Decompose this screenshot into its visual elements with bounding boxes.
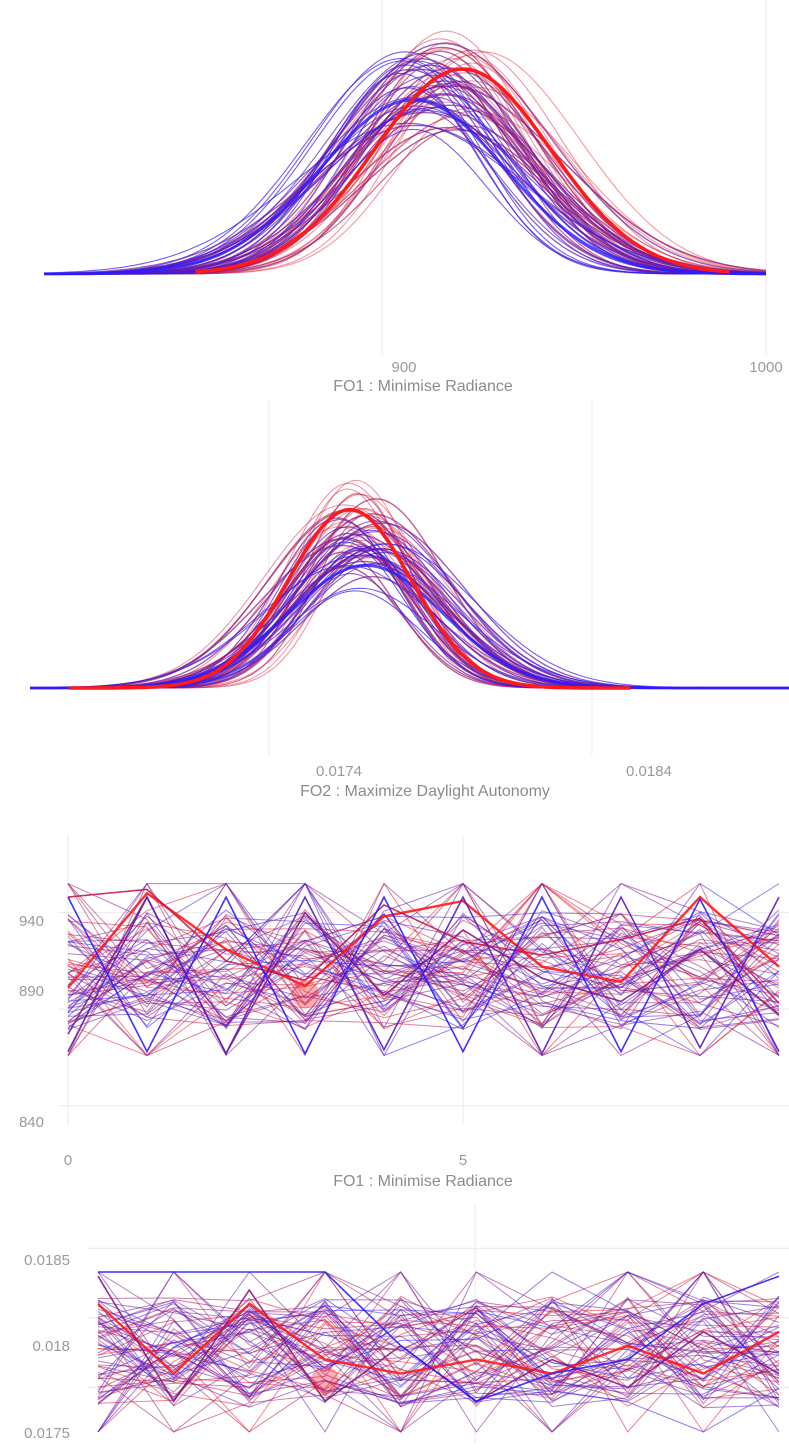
density-plot-fo1: 900 1000 FO1 : Minimise Radiance (43, 0, 783, 395)
trajectory-line (97, 1309, 780, 1433)
trajectory-line (67, 918, 780, 1029)
trajectory-line (67, 882, 780, 1057)
trajectory-line (97, 1296, 780, 1401)
density-curve (44, 60, 766, 275)
grid (268, 400, 593, 755)
density-curve (30, 549, 789, 689)
trajectory-line-emphasis (67, 895, 780, 1056)
y-tick-label: 840 (19, 1114, 44, 1131)
trajectory-line (67, 882, 780, 1023)
trajectory-line (97, 1305, 780, 1381)
density-chart-fo1: 900 1000 FO1 : Minimise Radiance (0, 0, 789, 400)
trajectory-line-emphasis (67, 891, 780, 989)
trajectory-line (67, 921, 780, 1022)
trajectory-line (67, 882, 780, 1031)
density-curves (29, 479, 789, 690)
trajectory-lines (97, 1271, 780, 1433)
trajectory-line (97, 1271, 780, 1408)
x-tick-label: 0 (64, 1152, 72, 1169)
trajectory-line (97, 1300, 780, 1433)
trajectory-line (97, 1271, 780, 1399)
density-curve-red (195, 67, 730, 274)
trajectory-line (67, 915, 780, 1016)
density-curve (44, 64, 766, 275)
y-tick-label: 890 (19, 983, 44, 1000)
trajectory-line (97, 1271, 780, 1433)
trajectory-line (67, 914, 780, 1018)
trajectory-line (97, 1271, 780, 1404)
y-tick-label: 940 (19, 913, 44, 930)
density-curve-blue (30, 563, 789, 690)
trajectory-line (97, 1301, 780, 1398)
x-tick-label: 5 (459, 1152, 467, 1169)
density-curve (44, 124, 767, 275)
trajectory-chart-fo1: 940 890 840 0 5 FO1 : Minimise Radiance (0, 805, 789, 1205)
y-tick-label: 0.018 (32, 1338, 70, 1355)
density-curve (44, 62, 766, 275)
trajectory-line-emphasis (67, 888, 780, 1004)
density-chart-fo2: 0.0174 0.0184 FO2 : Maximize Daylight Au… (0, 400, 789, 805)
trajectory-line (67, 916, 780, 1029)
trajectory-line (67, 918, 780, 1057)
density-curves (43, 30, 767, 276)
trajectory-line (67, 912, 780, 1007)
x-tick-label: 0.0184 (626, 763, 672, 780)
trajectory-line (67, 919, 780, 1004)
y-tick-label: 0.0175 (24, 1425, 70, 1442)
density-curve (44, 128, 766, 275)
trajectory-line (97, 1300, 780, 1401)
trajectory-line (67, 882, 780, 1057)
grid (381, 0, 767, 355)
trajectory-line (67, 927, 780, 1029)
trajectory-plot-fo1: 940 890 840 0 5 FO1 : Minimise Radiance (19, 835, 789, 1190)
trajectory-line (97, 1271, 780, 1401)
trajectory-plot-fo2: 0.0185 0.018 0.0175 (24, 1205, 789, 1443)
trajectory-line (67, 882, 780, 1030)
trajectory-line (97, 1299, 780, 1405)
density-curve (44, 129, 767, 275)
trajectory-line (97, 1303, 780, 1409)
x-axis-title: FO1 : Minimise Radiance (333, 378, 513, 395)
trajectory-chart-fo2: 0.0185 0.018 0.0175 (0, 1205, 789, 1443)
trajectory-lines (67, 882, 780, 1057)
x-axis-title: FO1 : Minimise Radiance (333, 1173, 513, 1190)
trajectory-line (97, 1271, 780, 1379)
trajectory-line (67, 922, 780, 1030)
density-curve (44, 60, 766, 275)
density-curve-blue (44, 98, 766, 276)
x-tick-label: 0.0174 (316, 763, 362, 780)
density-curve (43, 122, 767, 274)
trajectory-line (67, 883, 780, 1018)
trajectory-line (67, 882, 780, 1057)
x-axis-title: FO2 : Maximize Daylight Autonomy (300, 783, 550, 800)
trajectory-line (97, 1308, 780, 1403)
trajectory-line (97, 1271, 780, 1390)
trajectory-line (97, 1271, 780, 1433)
density-curve (44, 30, 767, 275)
trajectory-line-emphasis (98, 1271, 780, 1403)
density-curve-red (68, 507, 631, 690)
x-tick-label: 1000 (749, 359, 782, 376)
density-curve (44, 62, 766, 275)
trajectory-line (67, 882, 780, 1028)
y-tick-label: 0.0185 (24, 1252, 70, 1269)
density-curve (43, 111, 767, 275)
trajectory-line (67, 915, 780, 1057)
density-plot-fo2: 0.0174 0.0184 FO2 : Maximize Daylight Au… (29, 400, 789, 800)
highlight-point (311, 1366, 339, 1395)
x-tick-label: 900 (391, 359, 416, 376)
highlight-point (291, 979, 319, 1008)
trajectory-line (67, 883, 780, 1057)
